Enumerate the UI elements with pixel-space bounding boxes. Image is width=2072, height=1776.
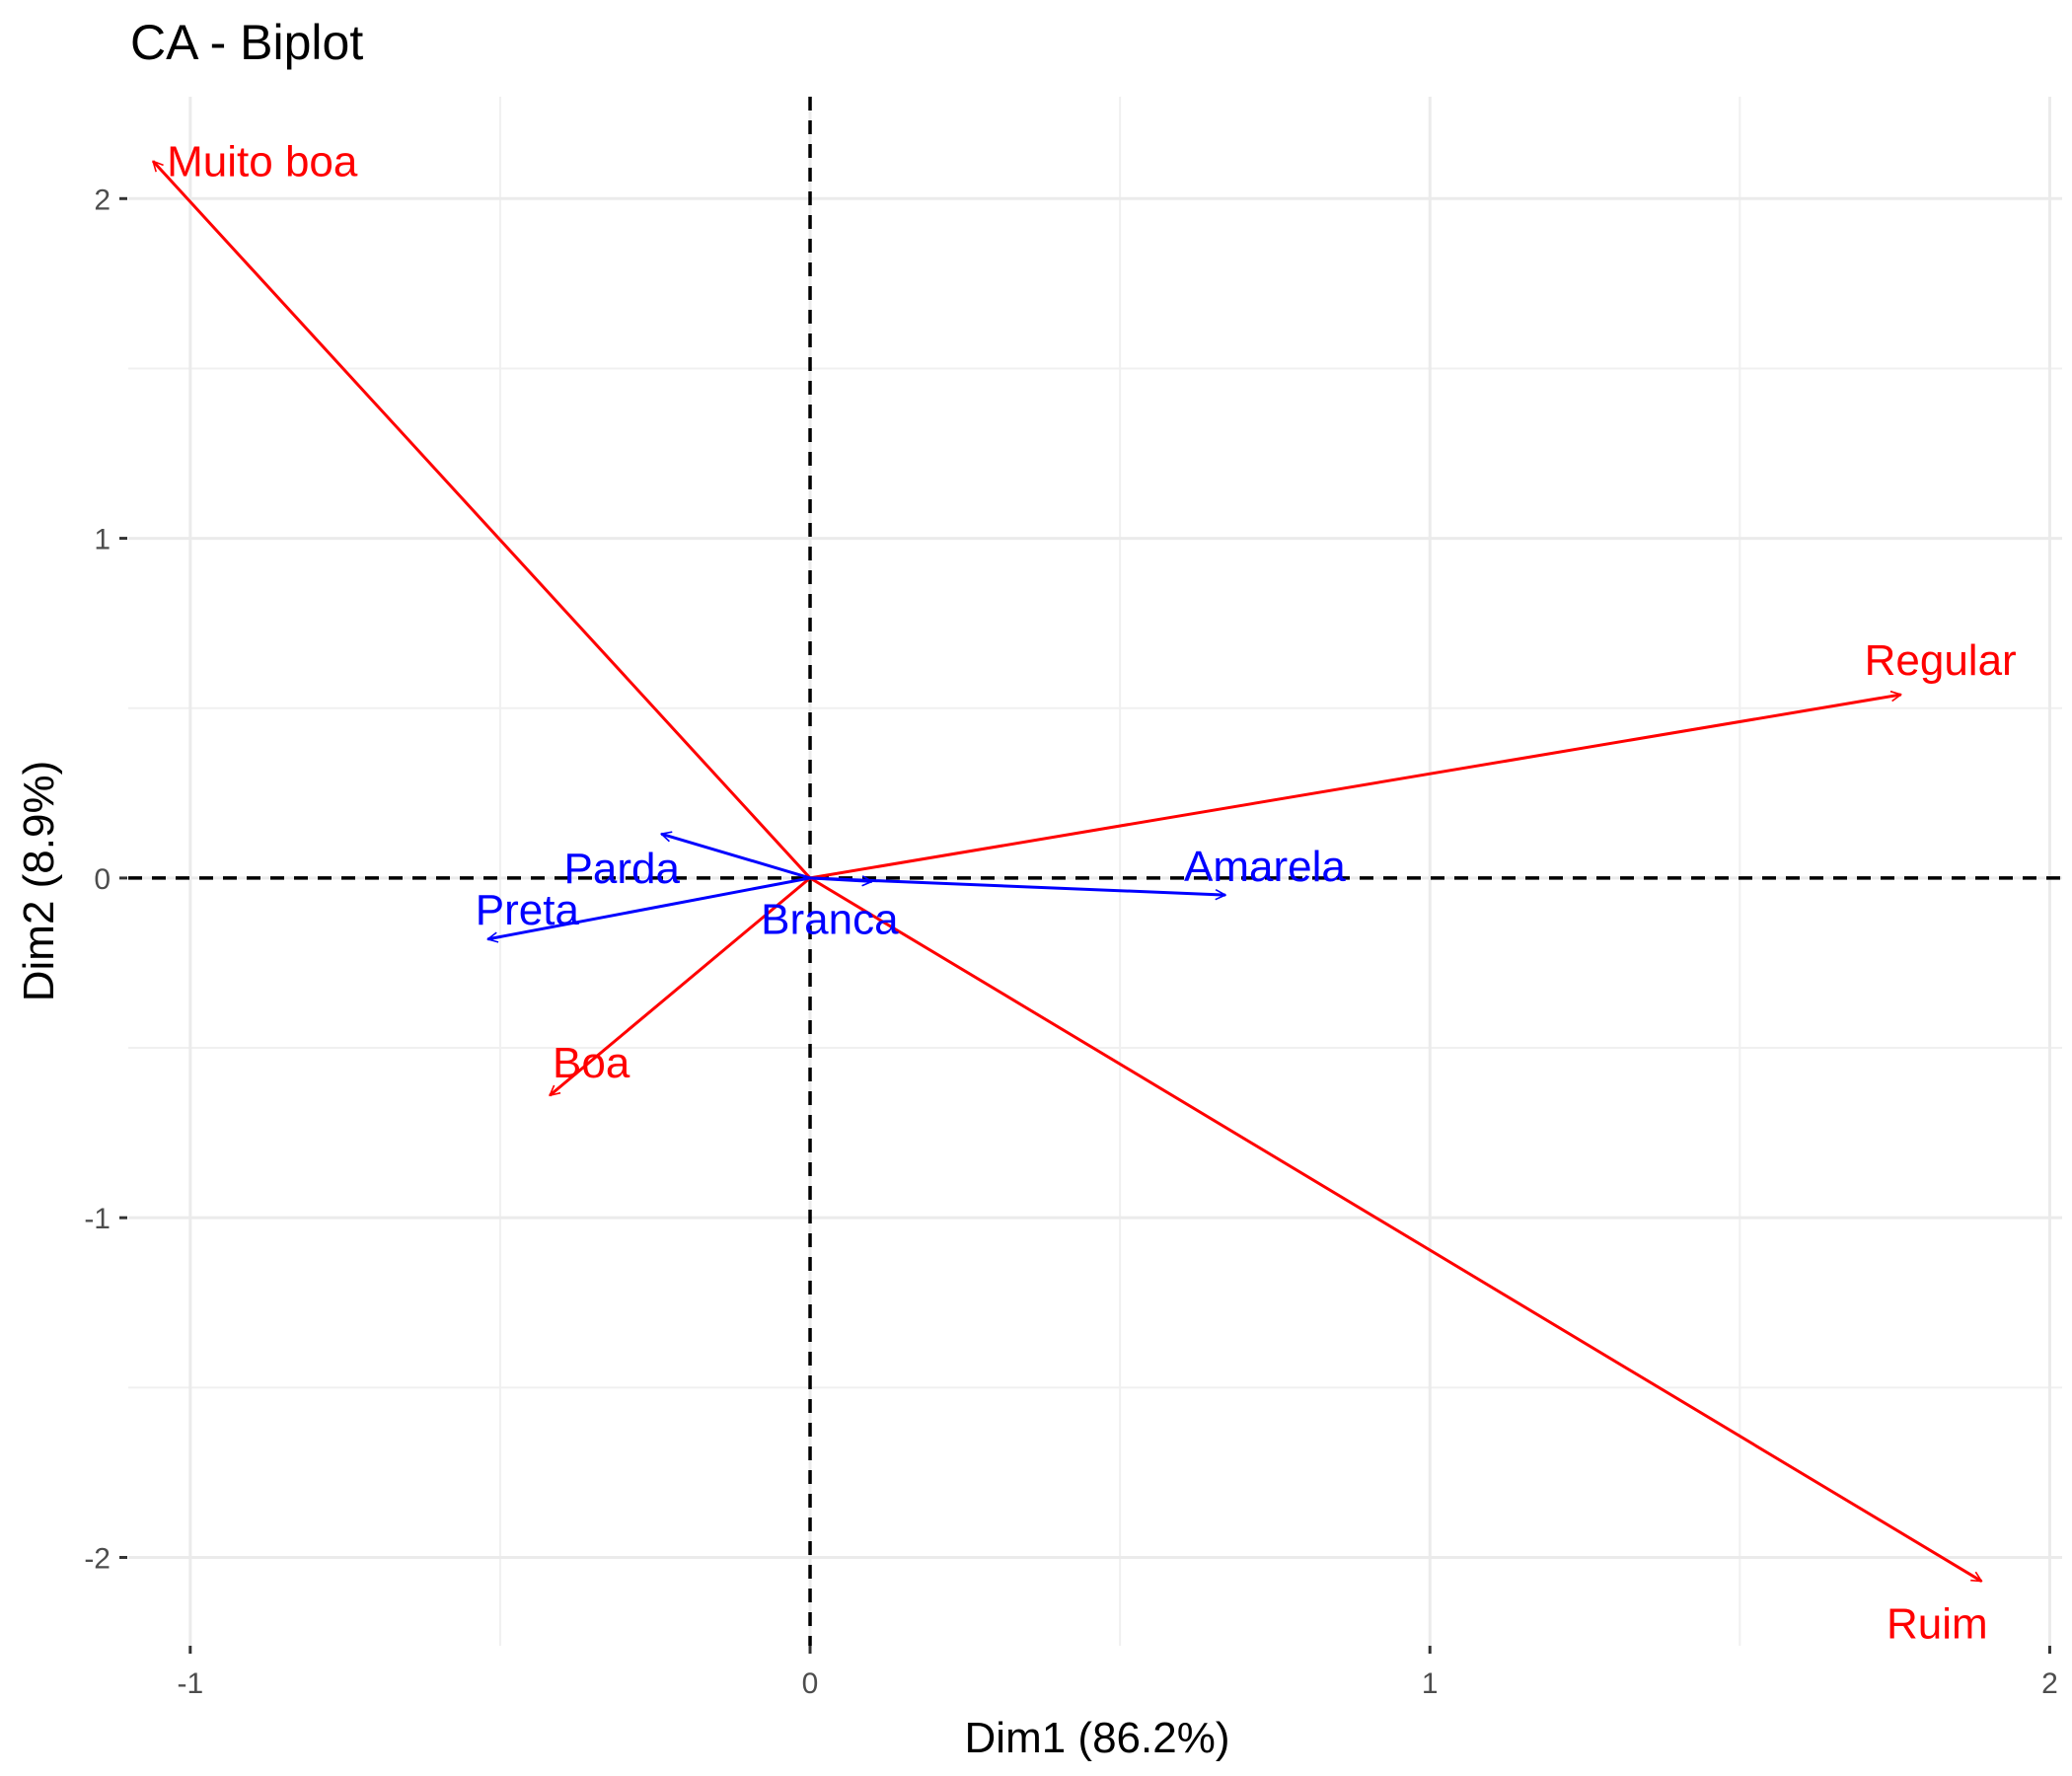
y-tick-label: 1	[94, 524, 111, 556]
arrow-parda	[661, 834, 811, 880]
y-tick-label: 0	[94, 863, 111, 896]
y-tick-label: -1	[84, 1203, 111, 1235]
point-label-branca: Branca	[761, 895, 899, 943]
chart-title: CA - Biplot	[130, 15, 364, 70]
y-tick-label: -2	[84, 1542, 111, 1575]
point-label-parda: Parda	[564, 845, 681, 893]
axes: -1 0 1 2 -2 -1 0 1 2	[84, 184, 2057, 1700]
x-tick-label: 2	[2041, 1667, 2058, 1700]
arrow-regular	[809, 695, 1901, 880]
arrow-ruim	[809, 876, 1981, 1583]
arrows	[153, 161, 1981, 1583]
arrow-boa	[550, 876, 811, 1097]
x-axis-title: Dim1 (86.2%)	[965, 1714, 1230, 1762]
point-label-ruim: Ruim	[1887, 1600, 1988, 1649]
grid-lines	[128, 97, 2062, 1646]
point-label-muito-boa: Muito boa	[167, 137, 358, 185]
arrow-amarela	[809, 876, 1225, 895]
point-label-amarela: Amarela	[1184, 843, 1346, 891]
arrow-preta	[487, 876, 811, 939]
y-axis-title: Dim2 (8.9%)	[15, 761, 63, 1002]
reference-lines	[128, 97, 2062, 1646]
point-label-preta: Preta	[476, 886, 580, 934]
arrow-muito-boa	[153, 161, 812, 879]
y-tick-label: 2	[94, 184, 111, 216]
x-tick-label: -1	[177, 1667, 203, 1700]
x-tick-label: 1	[1422, 1667, 1439, 1700]
point-label-boa: Boa	[553, 1039, 630, 1087]
point-label-regular: Regular	[1865, 636, 2017, 685]
x-tick-label: 0	[802, 1667, 819, 1700]
